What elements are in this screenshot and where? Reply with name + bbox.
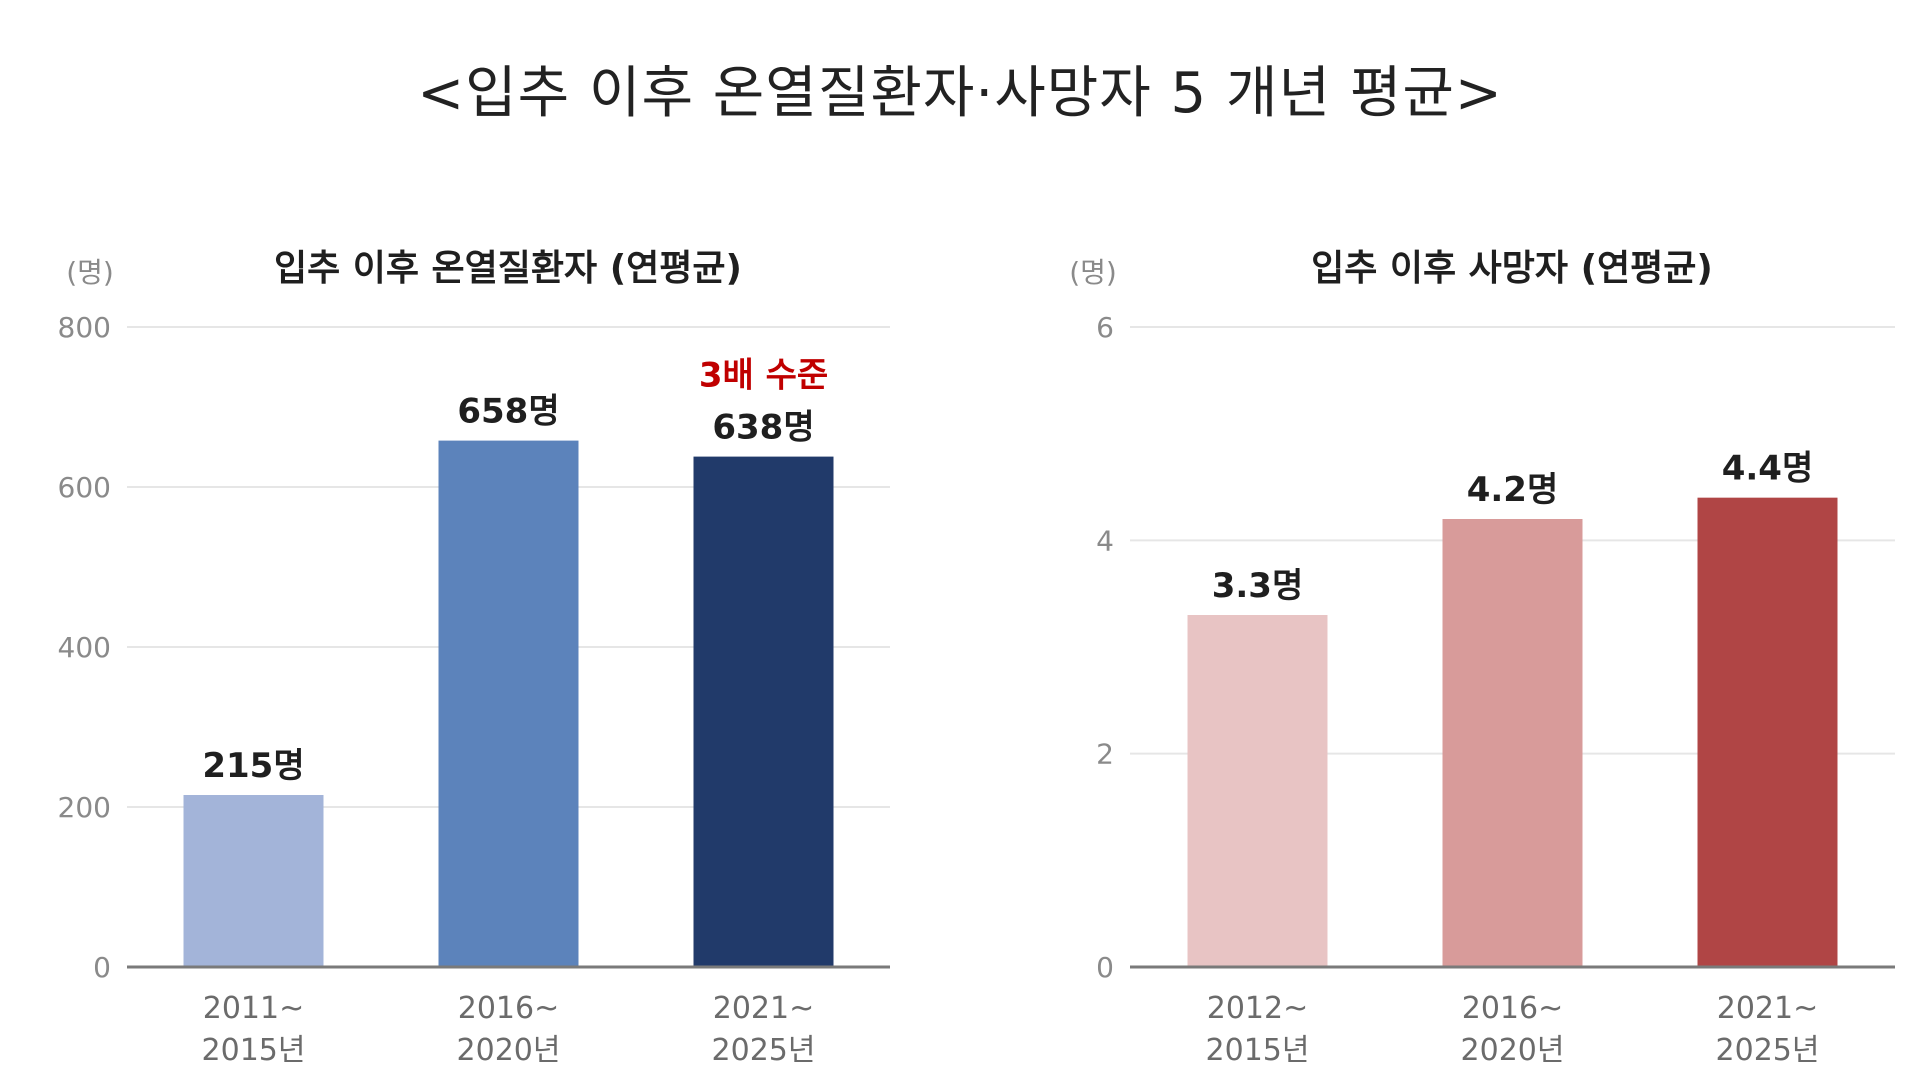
chart-1-y-tick-label: 2	[1096, 738, 1114, 771]
chart-1-value-label: 4.2명	[1467, 470, 1559, 510]
chart-0-unit-label: (명)	[66, 256, 114, 289]
chart-1-title: 입추 이후 사망자 (연평균)	[1311, 248, 1713, 289]
chart-0-y-tick-label: 600	[58, 471, 111, 504]
chart-1-value-label: 4.4명	[1722, 449, 1814, 489]
chart-1-y-tick-label: 6	[1096, 311, 1114, 344]
chart-1-unit-label: (명)	[1069, 256, 1117, 289]
chart-0-bar	[438, 440, 579, 968]
chart-1-value-label: 3.3명	[1212, 566, 1304, 606]
chart-0-x-tick-label: 2011~	[203, 991, 304, 1026]
page-title: <입추 이후 온열질환자·사망자 5 개년 평균>	[417, 61, 1503, 126]
chart-0-bar	[693, 456, 834, 967]
chart-0-y-tick-label: 200	[58, 791, 111, 824]
chart-1-bar	[1442, 519, 1583, 967]
chart-1-x-tick-label: 2012~	[1207, 991, 1308, 1026]
chart-0-value-label: 658명	[457, 392, 559, 432]
chart-1-y-tick-label: 0	[1096, 951, 1114, 984]
chart-1-bar	[1187, 615, 1328, 967]
chart-1-bar	[1697, 497, 1838, 967]
chart-0-x-tick-label: 2020년	[457, 1033, 561, 1068]
chart-0-value-label: 638명	[712, 408, 814, 448]
chart-1-x-tick-label: 2020년	[1461, 1033, 1565, 1068]
chart-0-x-tick-label: 2016~	[458, 991, 559, 1026]
chart-0-title: 입추 이후 온열질환자 (연평균)	[274, 248, 742, 289]
chart-0-annotation: 3배 수준	[699, 356, 828, 396]
chart-0-x-tick-label: 2025년	[712, 1033, 816, 1068]
chart-0-x-tick-label: 2015년	[202, 1033, 306, 1068]
chart-1-y-tick-label: 4	[1096, 524, 1114, 557]
chart-1-x-tick-label: 2015년	[1206, 1033, 1310, 1068]
chart-0-y-tick-label: 800	[58, 311, 111, 344]
chart-0-value-label: 215명	[202, 746, 304, 786]
chart-0-bar	[183, 795, 324, 967]
chart-1-x-tick-label: 2025년	[1716, 1033, 1820, 1068]
chart-1-x-tick-label: 2021~	[1717, 991, 1818, 1026]
chart-1-x-tick-label: 2016~	[1462, 991, 1563, 1026]
chart-0-y-tick-label: 400	[58, 631, 111, 664]
chart-0-x-tick-label: 2021~	[713, 991, 814, 1026]
chart-0-y-tick-label: 0	[93, 951, 111, 984]
